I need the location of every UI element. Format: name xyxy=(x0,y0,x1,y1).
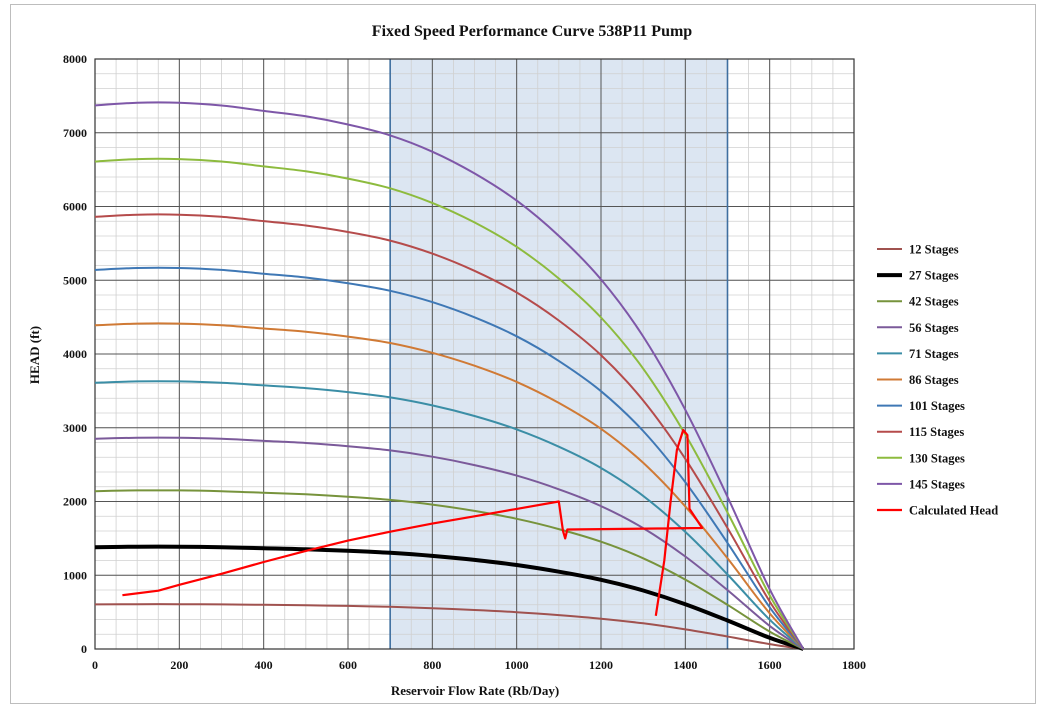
plot-border xyxy=(94,58,855,650)
series-line-27-stages xyxy=(94,544,805,651)
legend-label-101-stages: 101 Stages xyxy=(909,399,965,413)
legend-label-71-stages: 71 Stages xyxy=(909,347,959,361)
x-tick-label: 600 xyxy=(339,658,357,672)
x-axis-label: Reservoir Flow Rate (Rb/Day) xyxy=(391,683,559,698)
x-tick-label: 400 xyxy=(255,658,273,672)
chart-frame: Fixed Speed Performance Curve 538P11 Pum… xyxy=(10,4,1036,704)
series-line-12-stages xyxy=(94,603,804,650)
chart-title: Fixed Speed Performance Curve 538P11 Pum… xyxy=(372,23,693,40)
x-tick-label: 1200 xyxy=(589,658,613,672)
y-tick-label: 7000 xyxy=(63,126,87,140)
legend-label-calculated-head: Calculated Head xyxy=(909,504,998,518)
series-line-101-stages xyxy=(94,266,805,650)
x-tick-label: 0 xyxy=(92,658,98,672)
y-tick-label: 8000 xyxy=(63,52,87,66)
y-tick-label: 3000 xyxy=(63,421,87,435)
x-tick-label: 1800 xyxy=(842,658,866,672)
y-tick-label: 4000 xyxy=(63,347,87,361)
x-tick-label: 200 xyxy=(170,658,188,672)
series-line-56-stages xyxy=(94,436,804,650)
series-lines xyxy=(94,101,805,651)
legend-label-145-stages: 145 Stages xyxy=(909,477,965,491)
legend-label-130-stages: 130 Stages xyxy=(909,451,965,465)
legend-label-27-stages: 27 Stages xyxy=(909,269,959,283)
series-line-130-stages xyxy=(94,157,805,650)
legend-label-42-stages: 42 Stages xyxy=(909,295,959,309)
series-line-42-stages xyxy=(94,489,804,650)
y-tick-label: 2000 xyxy=(63,495,87,509)
y-axis-label: HEAD (ft) xyxy=(27,326,42,384)
x-tick-label: 800 xyxy=(423,658,441,672)
series-line-115-stages xyxy=(94,213,805,650)
x-tick-label: 1000 xyxy=(505,658,529,672)
series-line-145-stages xyxy=(94,101,805,650)
series-line-calculated-head xyxy=(122,428,704,616)
legend: 12 Stages 27 Stages 42 Stages 56 Stages 71 S… xyxy=(877,243,998,518)
legend-label-86-stages: 86 Stages xyxy=(909,373,959,387)
x-tick-label: 1600 xyxy=(758,658,782,672)
y-tick-label: 5000 xyxy=(63,273,87,287)
y-tick-label: 0 xyxy=(81,642,87,656)
series-line-71-stages xyxy=(94,380,805,650)
y-tick-label: 1000 xyxy=(63,568,87,582)
legend-label-115-stages: 115 Stages xyxy=(909,425,964,439)
x-tick-label: 1400 xyxy=(673,658,697,672)
performance-chart: Fixed Speed Performance Curve 538P11 Pum… xyxy=(27,23,998,698)
plot-area: 0 200 400 600 800 1000 1200 1400 1600 1800 0 1000 20… xyxy=(63,52,866,672)
y-tick-label: 6000 xyxy=(63,200,87,214)
legend-label-56-stages: 56 Stages xyxy=(909,321,959,335)
legend-label-12-stages: 12 Stages xyxy=(909,243,959,257)
